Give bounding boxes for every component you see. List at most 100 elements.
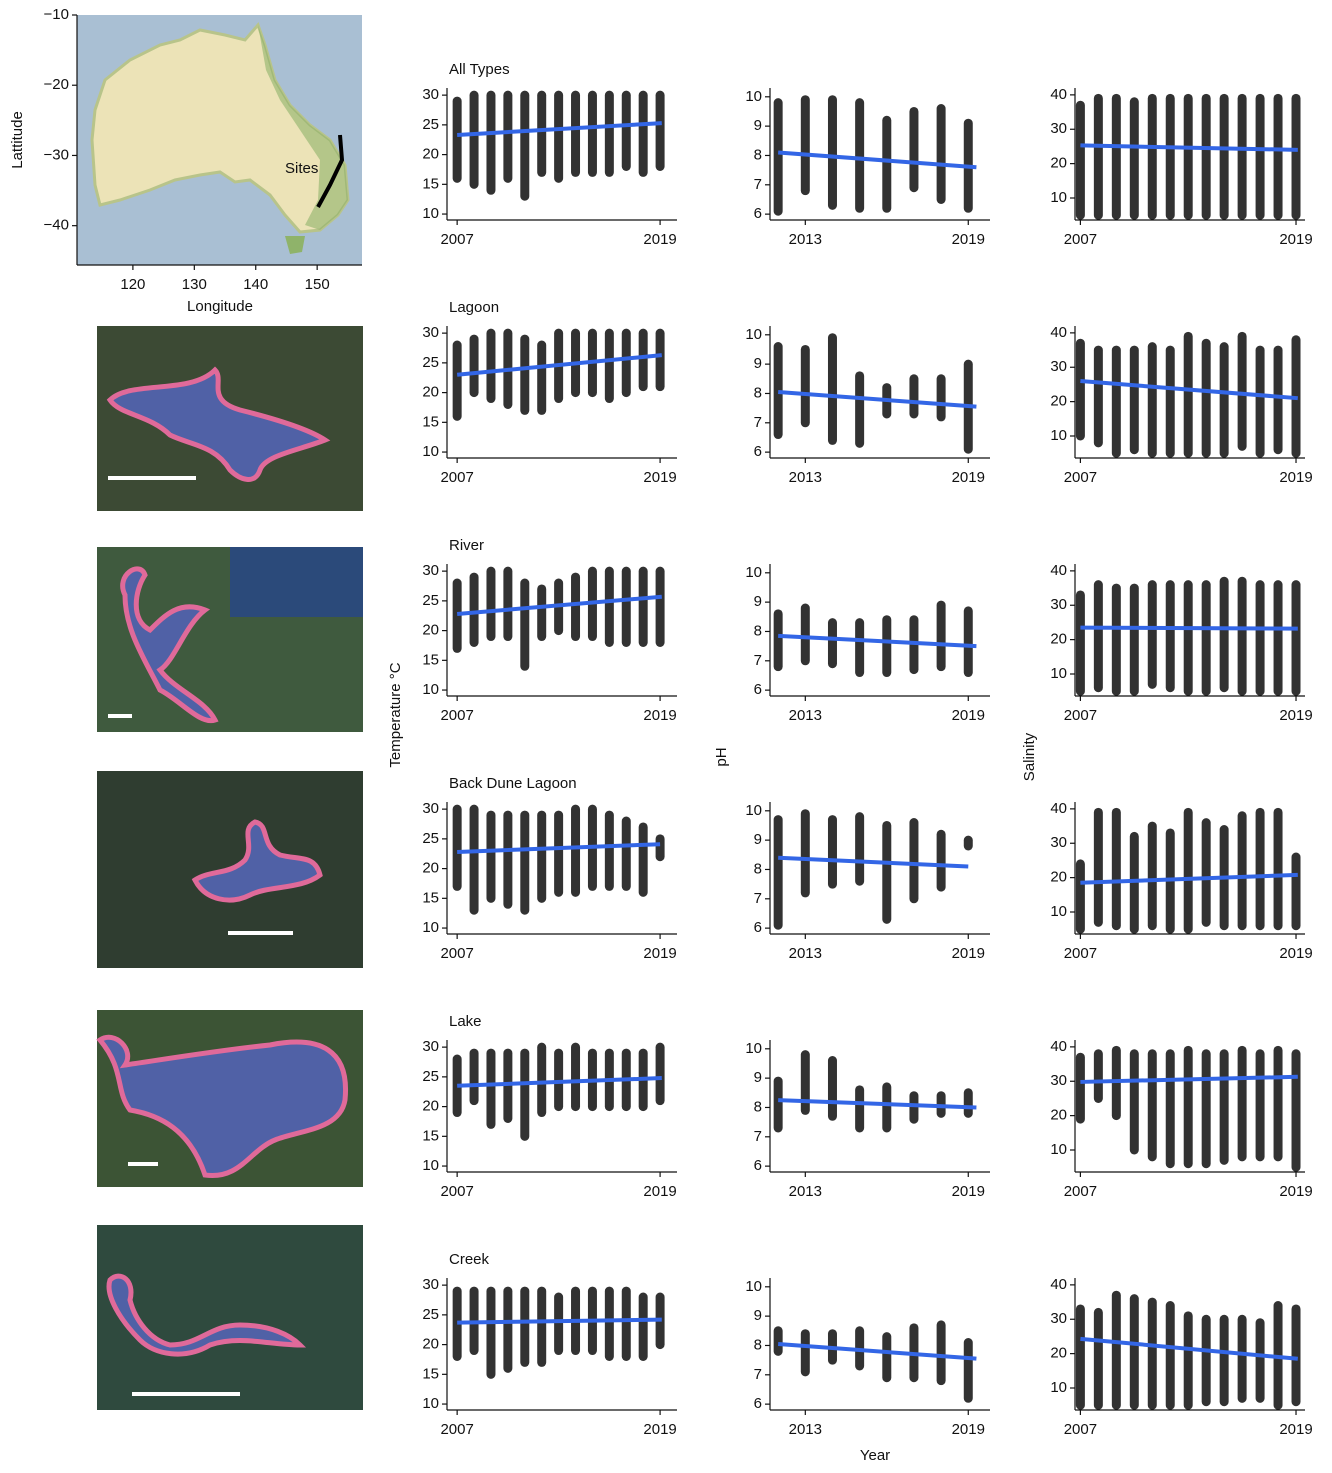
x-tick-label: 2007 <box>440 231 473 248</box>
panel-title: River <box>449 537 484 554</box>
trend-line <box>778 1098 977 1110</box>
x-tick-label: 140 <box>243 276 268 293</box>
x-tick-label: 2013 <box>789 231 822 248</box>
map-tasmania <box>285 236 305 254</box>
map-annotation: Sites <box>285 160 318 177</box>
y-tick-label: 6 <box>754 919 762 936</box>
x-tick-label: 150 <box>305 276 330 293</box>
y-tick-label: 10 <box>422 1157 439 1174</box>
y-tick-label: 8 <box>754 384 762 401</box>
y-tick-label: 9 <box>754 117 762 134</box>
y-tick-label: 9 <box>754 1069 762 1086</box>
y-tick-label: 9 <box>754 831 762 848</box>
x-tick-label: 2019 <box>643 707 676 724</box>
y-tick-label: 10 <box>422 443 439 460</box>
site-photo <box>97 1225 363 1410</box>
y-tick-label: 25 <box>422 592 439 609</box>
map-xlabel: Longitude <box>187 298 253 315</box>
y-tick-label: 6 <box>754 1395 762 1412</box>
y-tick-label: 10 <box>1050 1379 1067 1396</box>
y-tick-label: 30 <box>1050 834 1067 851</box>
y-tick-label: 8 <box>754 622 762 639</box>
y-tick-label: 40 <box>1050 1038 1067 1055</box>
y-tick-label: 30 <box>1050 596 1067 613</box>
y-tick-label: 20 <box>422 146 439 163</box>
y-tick-label: 10 <box>422 681 439 698</box>
y-tick-label: 40 <box>1050 562 1067 579</box>
x-tick-label: 130 <box>182 276 207 293</box>
y-tick-label: 20 <box>422 1336 439 1353</box>
site-outline <box>106 1273 307 1357</box>
y-tick-label: 8 <box>754 1336 762 1353</box>
y-tick-label: 30 <box>422 562 439 579</box>
y-tick-label: 9 <box>754 355 762 372</box>
x-tick-label: 2007 <box>1064 945 1097 962</box>
trend-line <box>778 1342 977 1361</box>
y-tick-label: 30 <box>1050 120 1067 137</box>
y-tick-label: 10 <box>745 326 762 343</box>
trend-line <box>456 594 662 616</box>
y-tick-label: 10 <box>1050 665 1067 682</box>
map-ylabel: Lattitude <box>9 111 26 169</box>
y-tick-label: 10 <box>745 564 762 581</box>
y-tick-label: 25 <box>422 354 439 371</box>
x-tick-label: 2019 <box>643 1421 676 1438</box>
x-tick-label: 2019 <box>1279 1183 1312 1200</box>
trend-line <box>456 353 662 377</box>
y-tick-label: 10 <box>1050 1141 1067 1158</box>
y-tick-label: 20 <box>1050 869 1067 886</box>
y-tick-label: 10 <box>745 1278 762 1295</box>
y-tick-label: 6 <box>754 205 762 222</box>
y-tick-label: 10 <box>1050 427 1067 444</box>
trend-line <box>778 855 969 869</box>
panel-title: Creek <box>449 1251 490 1268</box>
y-tick-label: 15 <box>422 1365 439 1382</box>
y-tick-label: 30 <box>1050 1310 1067 1327</box>
y-tick-label: 15 <box>422 175 439 192</box>
x-tick-label: 120 <box>120 276 145 293</box>
y-tick-label: 15 <box>422 889 439 906</box>
x-tick-label: 2007 <box>440 1421 473 1438</box>
x-tick-label: 2019 <box>643 945 676 962</box>
x-tick-label: 2019 <box>952 469 985 486</box>
y-tick-label: 20 <box>1050 1345 1067 1362</box>
y-tick-label: 30 <box>422 800 439 817</box>
y-tick-label: 30 <box>422 1038 439 1055</box>
trend-line <box>778 390 977 409</box>
y-tick-label: 10 <box>1050 189 1067 206</box>
x-tick-label: 2007 <box>1064 231 1097 248</box>
x-tick-label: 2007 <box>1064 707 1097 724</box>
y-tick-label: −40 <box>44 217 69 234</box>
x-tick-label: 2007 <box>440 469 473 486</box>
y-tick-label: 25 <box>422 116 439 133</box>
trend-line <box>457 121 662 137</box>
site-outline <box>96 1034 349 1179</box>
y-tick-label: 9 <box>754 593 762 610</box>
x-tick-label: 2019 <box>952 707 985 724</box>
y-tick-label: 40 <box>1050 1276 1067 1293</box>
x-tick-label: 2019 <box>643 469 676 486</box>
site-images <box>96 326 363 1410</box>
trend-line <box>1080 1336 1298 1361</box>
y-tick-label: 10 <box>745 1040 762 1057</box>
y-tick-label: 30 <box>422 1276 439 1293</box>
x-tick-label: 2019 <box>1279 469 1312 486</box>
site-outline <box>106 366 331 482</box>
site-outline <box>191 819 323 903</box>
x-tick-label: 2013 <box>789 1183 822 1200</box>
map-sites <box>316 134 345 208</box>
x-tick-label: 2007 <box>440 945 473 962</box>
y-tick-label: 20 <box>1050 155 1067 172</box>
y-tick-label: −10 <box>44 6 69 23</box>
x-tick-label: 2007 <box>1064 1421 1097 1438</box>
x-tick-label: 2019 <box>643 231 676 248</box>
y-tick-label: 10 <box>422 919 439 936</box>
trend-line <box>1080 625 1298 631</box>
y-tick-label: 20 <box>422 622 439 639</box>
y-tick-label: 7 <box>754 1128 762 1145</box>
x-tick-label: 2019 <box>952 1183 985 1200</box>
x-tick-label: 2019 <box>1279 231 1312 248</box>
y-tick-label: 8 <box>754 860 762 877</box>
y-tick-label: 25 <box>422 1306 439 1323</box>
